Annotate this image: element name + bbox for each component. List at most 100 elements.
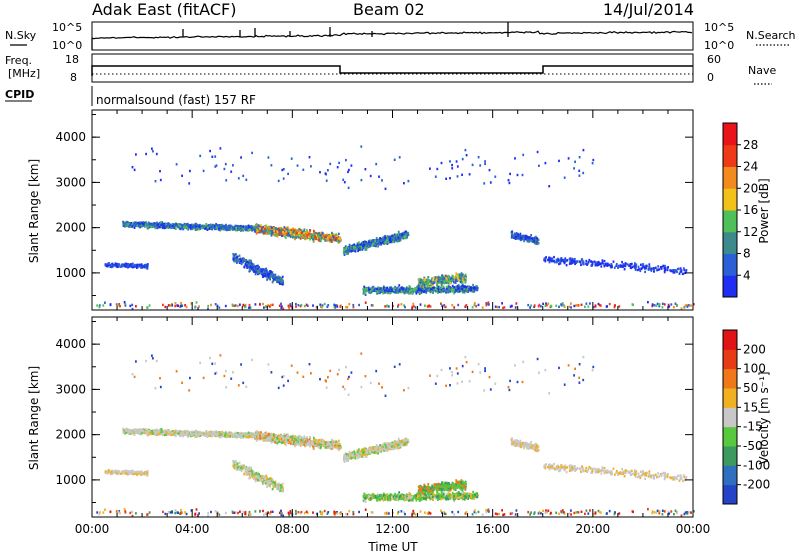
power-cell [360,145,363,148]
power-cell [451,284,454,288]
power-cell [679,267,682,270]
power-cell [365,244,368,247]
power-cell [126,221,129,224]
power-cell [279,232,282,235]
power-cell [283,226,286,229]
power-cell [216,225,219,229]
power-cell [163,224,165,227]
colorbar-segment [723,144,737,167]
power-cell [636,268,639,272]
power-cell [450,277,452,280]
power-cell [117,265,120,268]
power-cell [152,223,155,226]
power-cell [372,240,374,243]
power-cell [446,281,449,285]
power-cell [376,287,378,290]
power-cell [251,264,254,267]
power-cell [237,177,240,180]
power-cell [273,229,276,233]
power-cell [576,304,579,307]
power-cell [574,160,576,163]
power-cell [548,185,551,188]
power-cell [346,306,349,309]
power-cell [127,264,130,267]
power-cell [544,161,547,165]
power-cell [395,236,398,239]
power-cell [240,259,242,263]
power-cell [513,233,516,237]
power-cell [290,231,293,234]
power-cell [580,303,583,306]
power-cell [270,303,272,307]
power-cell [598,303,601,307]
power-cell [586,262,589,265]
power-cell [670,269,673,273]
power-cell [364,248,367,251]
power-cell [258,229,260,232]
power-cell [255,223,258,226]
power-cell [315,237,317,240]
power-cell [591,261,594,264]
station-title: Adak East (fitACF) [92,0,236,19]
power-cell [632,303,634,307]
power-cell [391,240,394,244]
power-cell [522,234,525,237]
power-cell [390,287,393,291]
power-cell [577,304,580,307]
power-cell [245,225,248,228]
power-cell [195,301,198,304]
power-cell [389,292,392,295]
power-cell [403,289,405,292]
power-cell [454,280,457,283]
power-cell [382,285,385,288]
power-cell [347,170,349,174]
power-cell [470,288,472,291]
power-cell [254,265,257,268]
power-cell [441,276,443,279]
power-cell [281,168,284,172]
power-cell [345,305,347,309]
power-cell [473,303,476,307]
power-cell [270,274,272,278]
power-cell [287,229,290,233]
power-cell [362,288,365,291]
power-cell [556,261,558,264]
power-cell [250,262,253,265]
power-cell [419,281,422,284]
power-cell [419,285,421,288]
power-cell [464,305,467,308]
power-cell [345,250,348,253]
power-cell [543,258,546,262]
power-cell [396,290,399,293]
power-cell [166,224,168,228]
power-cell [325,179,328,182]
power-cell [255,226,257,229]
power-cell [183,222,186,226]
power-cell [663,270,666,274]
power-cell [257,227,259,230]
power-cell [140,266,142,269]
power-cell [320,305,322,308]
power-cell [137,263,140,267]
power-cell [524,237,527,240]
power-cell [680,269,683,272]
power-cell [447,285,450,288]
power-cell [223,167,226,171]
power-cell [436,276,439,279]
power-cell [212,225,215,228]
power-cell [259,303,261,306]
power-cell [181,224,183,227]
power-cell [485,302,488,305]
power-cell [267,277,270,280]
power-cell [603,265,606,268]
noise-tick-bottom-left: 10^0 [52,39,82,52]
power-cell [210,225,213,228]
power-cell [265,226,267,229]
power-cell [519,236,522,239]
power-cell [372,287,375,290]
power-cell [121,264,124,267]
power-cell [405,231,407,234]
power-cell [265,305,267,308]
power-cell [189,227,192,231]
